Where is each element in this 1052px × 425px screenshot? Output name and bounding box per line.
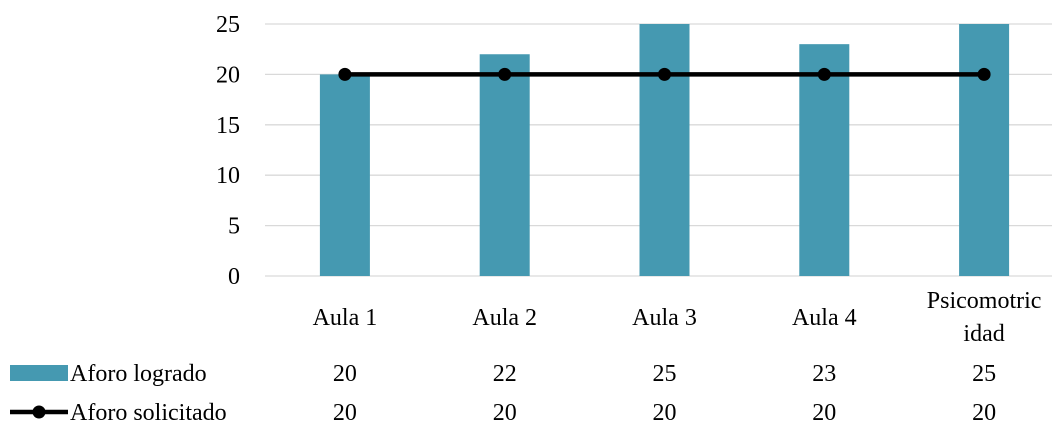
y-tick-label: 25 — [216, 12, 240, 38]
table-cell: 20 — [972, 400, 996, 425]
y-tick-label: 20 — [216, 62, 240, 88]
legend-label: Aforo logrado — [70, 361, 207, 387]
table-cell: 20 — [333, 400, 357, 425]
category-label: idad — [963, 321, 1004, 347]
category-label: Psicomotric — [927, 288, 1042, 314]
category-label: Aula 4 — [792, 305, 857, 331]
table-cell: 20 — [653, 400, 677, 425]
table-cell: 22 — [493, 361, 517, 387]
y-tick-label: 5 — [228, 214, 240, 240]
bar — [319, 74, 370, 277]
table-cell: 20 — [812, 400, 836, 425]
category-label: Aula 1 — [313, 305, 378, 331]
category-labels: Aula 1 Aula 2 Aula 3 Aula 4 Psicomotric idad — [313, 288, 1042, 347]
data-table: Aforo logrado 20 22 25 23 25 Aforo solicitado 2… — [10, 361, 996, 425]
line-point — [498, 67, 512, 81]
bar — [959, 24, 1010, 276]
bar — [799, 44, 850, 276]
y-tick-label: 15 — [216, 113, 240, 139]
legend-label: Aforo solicitado — [70, 400, 227, 425]
bar-series — [319, 24, 1010, 277]
table-cell: 20 — [333, 361, 357, 387]
line-point — [977, 67, 991, 81]
y-tick-label: 10 — [216, 163, 240, 189]
table-cell: 20 — [493, 400, 517, 425]
table-cell: 25 — [653, 361, 677, 387]
bar — [479, 54, 530, 276]
legend-key-marker — [32, 405, 46, 419]
y-tick-label: 0 — [228, 264, 240, 290]
line-point — [817, 67, 831, 81]
legend-key-bar — [10, 365, 68, 381]
table-cell: 23 — [812, 361, 836, 387]
bar — [639, 24, 690, 276]
y-axis-tick-labels: 0 5 10 15 20 25 — [216, 12, 240, 290]
table-cell: 25 — [972, 361, 996, 387]
category-label: Aula 2 — [472, 305, 537, 331]
category-label: Aula 3 — [632, 305, 697, 331]
line-series — [338, 67, 991, 81]
line-point — [658, 67, 671, 81]
line-point — [338, 67, 352, 81]
